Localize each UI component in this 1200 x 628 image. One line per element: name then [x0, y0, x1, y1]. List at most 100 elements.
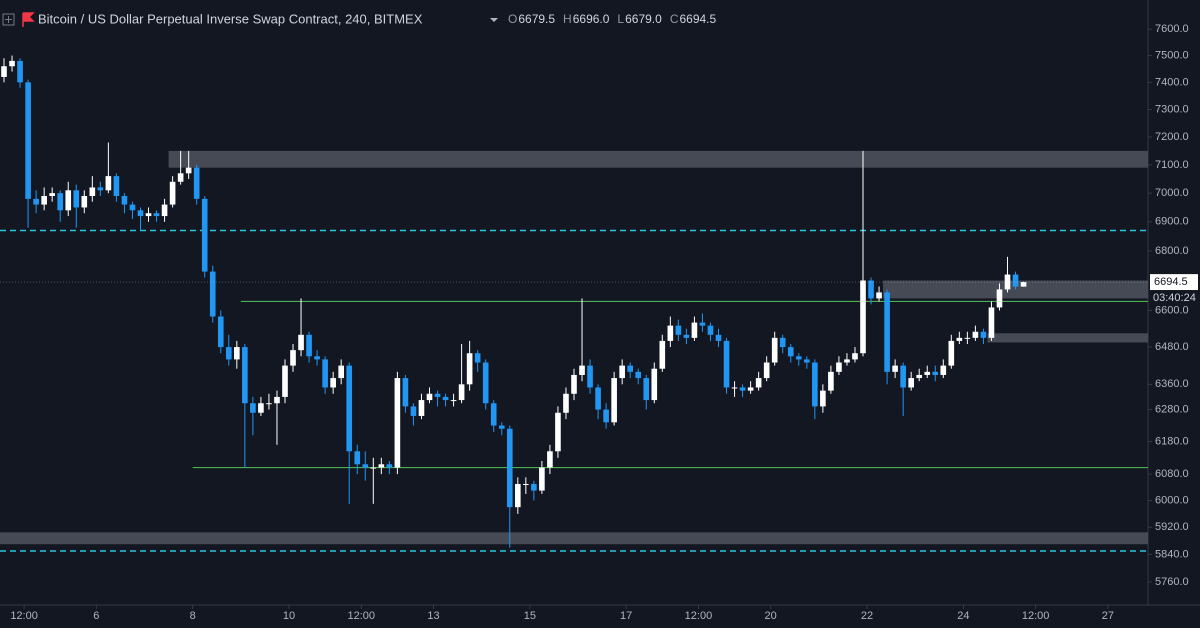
candle-body [1012, 274, 1019, 287]
candle-body [153, 213, 160, 217]
x-tick-label: 8 [190, 610, 196, 622]
ohlc-value: 6696.0 [573, 12, 610, 26]
zone [883, 280, 1148, 299]
candle-body [266, 403, 272, 405]
countdown-label: 03:40:24 [1153, 292, 1196, 304]
candle-body [346, 365, 353, 452]
candle-body [161, 204, 168, 217]
ohlc-value: 6694.5 [679, 12, 716, 26]
candle-body [539, 467, 545, 491]
candle-body [482, 362, 489, 404]
candle-body [683, 334, 690, 338]
candle-body [426, 393, 433, 401]
y-tick-label: 7000.0 [1155, 187, 1189, 199]
x-tick-label: 12:00 [1022, 610, 1050, 622]
candle-body [755, 378, 762, 388]
candle-body [490, 403, 497, 426]
candle-body [418, 400, 425, 416]
candle-body [394, 378, 401, 468]
candle-body [699, 322, 706, 326]
candle-body [739, 387, 746, 391]
candle-body [370, 467, 377, 469]
candle-body [868, 280, 874, 299]
candle-body [410, 406, 417, 416]
zone [168, 150, 1149, 168]
x-tick-label: 12:00 [685, 610, 713, 622]
x-tick-label: 10 [283, 610, 295, 622]
candle-body [338, 365, 344, 379]
candle-body [924, 371, 931, 375]
candle-body [113, 176, 120, 197]
candle-body [121, 196, 128, 205]
candle-body [330, 378, 336, 388]
ohlc-label: H [563, 12, 572, 26]
candle-body [450, 400, 457, 402]
y-tick-label: 6600.0 [1155, 304, 1189, 316]
x-tick-label: 27 [1102, 610, 1114, 622]
candle-body [635, 371, 642, 379]
y-tick-label: 6280.0 [1155, 403, 1189, 415]
candle-body [274, 396, 280, 404]
candle-body [731, 387, 738, 389]
candle-body [812, 362, 818, 407]
candle-body [972, 331, 979, 338]
candle-body [498, 425, 505, 429]
candle-body [715, 334, 722, 341]
y-tick-label: 7200.0 [1155, 131, 1189, 143]
candle-body [177, 173, 184, 182]
candle-body [964, 337, 971, 339]
chart-title[interactable]: Bitcoin / US Dollar Perpetual Inverse Sw… [38, 11, 423, 26]
candle-body [667, 325, 674, 341]
collapse-icon[interactable] [2, 13, 15, 26]
candle-body [1, 66, 7, 77]
candle-body [65, 190, 72, 211]
candle-body [434, 393, 441, 397]
ohlc-value: 6679.0 [625, 12, 662, 26]
candle-body [771, 337, 778, 363]
zone [0, 532, 1148, 545]
candle-body [988, 307, 995, 338]
candle-body [225, 347, 232, 360]
candle-body [916, 374, 923, 379]
ohlc-label: C [670, 12, 679, 26]
candle-body [587, 365, 593, 388]
candle-body [980, 331, 987, 338]
candle-body [707, 325, 714, 335]
countdown-box [1150, 290, 1198, 306]
candle-body [555, 412, 561, 452]
candle-body [908, 378, 914, 388]
candle-body [804, 359, 810, 363]
y-tick-label: 6800.0 [1155, 245, 1189, 257]
candle-body [129, 204, 136, 211]
candle-body [145, 213, 152, 217]
candle-body [892, 365, 898, 372]
candle-body [137, 210, 144, 217]
candle-body [81, 196, 88, 208]
candle-body [73, 190, 80, 208]
candle-body [876, 292, 882, 299]
x-tick-label: 13 [427, 610, 439, 622]
y-tick-label: 7100.0 [1155, 159, 1189, 171]
candle-body [659, 340, 666, 369]
x-tick-label: 17 [620, 610, 632, 622]
candle-body [595, 387, 601, 410]
candle-body [523, 483, 529, 485]
candle-body [298, 334, 304, 351]
candle-body [402, 378, 409, 407]
candle-body [9, 60, 15, 67]
candle-body [314, 356, 320, 360]
ohlc-value: 6679.5 [518, 12, 555, 26]
candle-body [306, 334, 312, 357]
candle-body [860, 280, 866, 354]
symbol-flag[interactable] [22, 12, 35, 27]
dropdown-arrow[interactable] [490, 18, 498, 22]
candle-body [828, 371, 834, 391]
candle-body [643, 378, 650, 401]
candle-body [17, 60, 23, 83]
candle-body [996, 289, 1003, 308]
candle-body [57, 193, 64, 211]
candle-body [193, 167, 200, 199]
x-tick-label: 12:00 [10, 610, 38, 622]
candle-body [290, 350, 296, 366]
candle-body [169, 181, 176, 205]
